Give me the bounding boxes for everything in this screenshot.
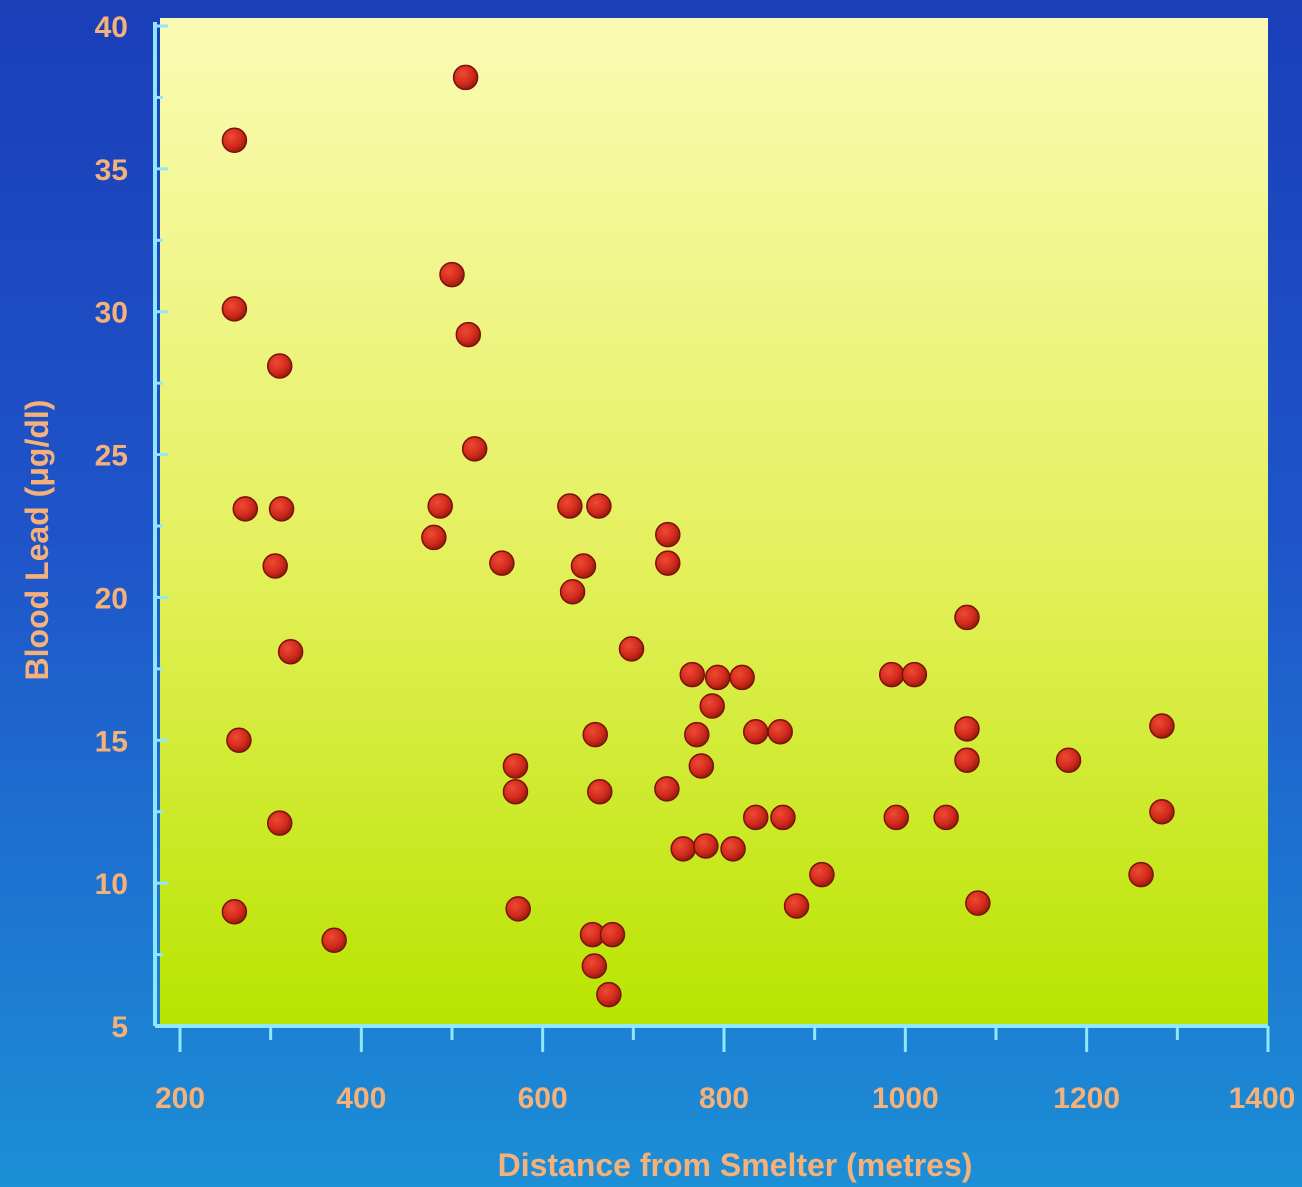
data-point <box>878 661 905 688</box>
y-axis-title: Blood Lead (μg/dl) <box>19 400 55 681</box>
data-point <box>1149 713 1175 739</box>
axes <box>153 22 1268 1028</box>
data-point <box>596 981 622 1008</box>
data-point <box>684 721 710 748</box>
data-point <box>559 578 586 605</box>
data-point <box>742 804 769 831</box>
data-point <box>654 776 680 802</box>
data-point <box>883 804 910 831</box>
data-point <box>452 64 479 91</box>
x-tick-label: 200 <box>155 1082 205 1115</box>
data-point <box>232 496 259 522</box>
plot-area-background <box>160 18 1268 1026</box>
data-point <box>221 127 248 154</box>
data-point <box>1055 747 1082 774</box>
data-point <box>277 638 304 665</box>
data-point <box>599 921 626 948</box>
data-point <box>221 898 248 925</box>
data-point <box>557 493 583 519</box>
y-tick-label: 30 <box>95 297 128 330</box>
data-point <box>699 693 725 719</box>
data-point <box>655 550 681 576</box>
data-point <box>770 804 796 831</box>
data-point <box>221 296 248 322</box>
x-axis-title: Distance from Smelter (metres) <box>498 1147 973 1183</box>
y-ticks: 5 10 15 20 25 30 35 40 <box>95 11 168 1044</box>
x-tick-label: 1400 <box>1229 1082 1296 1115</box>
data-point <box>570 553 597 579</box>
data-point <box>618 636 645 662</box>
data-point <box>954 747 980 774</box>
data-point <box>704 664 731 691</box>
data-point <box>729 664 755 691</box>
data-point <box>783 893 810 919</box>
data-point <box>742 718 769 745</box>
data-point <box>502 753 529 779</box>
data-point <box>489 550 515 576</box>
data-point <box>505 896 531 922</box>
x-ticks: 200 400 600 800 1000 1200 1400 <box>155 1026 1295 1115</box>
x-tick-label: 1000 <box>872 1082 939 1115</box>
data-points <box>221 64 1175 1008</box>
x-tick-label: 800 <box>699 1082 749 1115</box>
data-point <box>461 436 488 462</box>
data-point <box>587 778 613 805</box>
data-point <box>954 604 980 631</box>
y-tick-label: 25 <box>95 440 128 473</box>
x-tick-label: 1200 <box>1053 1082 1120 1115</box>
y-tick-label: 10 <box>95 868 128 901</box>
data-point <box>586 493 612 519</box>
data-point <box>679 661 706 688</box>
data-point <box>901 661 928 688</box>
data-point <box>720 836 746 862</box>
data-point <box>1128 861 1154 888</box>
data-point <box>226 727 252 754</box>
data-point <box>933 804 959 831</box>
data-point <box>693 833 719 859</box>
data-point <box>581 953 608 979</box>
y-tick-label: 20 <box>95 582 128 615</box>
data-point <box>421 524 447 551</box>
x-tick-label: 400 <box>336 1082 386 1115</box>
data-point <box>582 721 609 748</box>
data-point <box>655 521 681 548</box>
data-point <box>427 493 453 519</box>
data-point <box>266 810 293 836</box>
data-point <box>1149 798 1175 825</box>
y-tick-label: 15 <box>95 725 128 758</box>
data-point <box>321 927 347 954</box>
data-point <box>266 353 293 379</box>
y-tick-label: 5 <box>111 1011 128 1044</box>
data-point <box>268 496 295 522</box>
data-point <box>455 321 482 348</box>
data-point <box>439 261 465 288</box>
data-point <box>809 861 835 888</box>
data-point <box>767 718 793 745</box>
data-point <box>502 778 529 805</box>
data-point <box>954 716 980 742</box>
y-tick-label: 35 <box>95 154 128 187</box>
y-tick-label: 40 <box>95 11 128 44</box>
data-point <box>670 836 696 862</box>
x-tick-label: 600 <box>518 1082 568 1115</box>
data-point <box>965 890 991 916</box>
data-point <box>262 553 288 579</box>
data-point <box>688 753 715 779</box>
